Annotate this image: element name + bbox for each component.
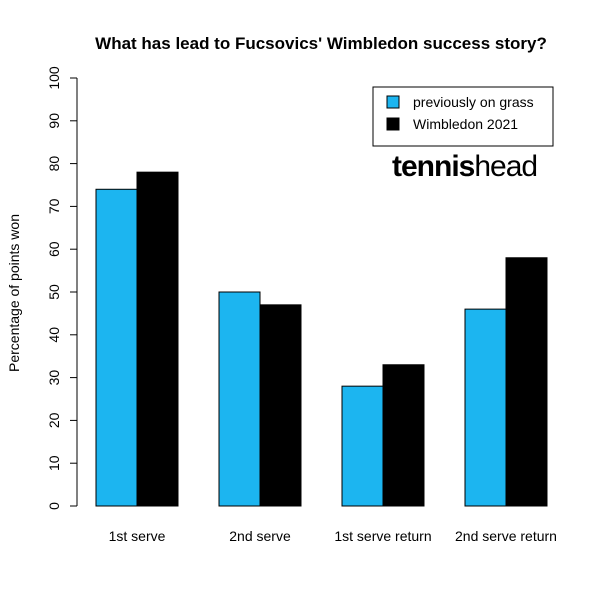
legend-swatch bbox=[386, 95, 400, 109]
bar-previously-on-grass-1 bbox=[218, 291, 261, 507]
category-label: 1st serve bbox=[109, 528, 166, 544]
y-tick-label: 0 bbox=[46, 502, 62, 510]
y-axis-label: Percentage of points won bbox=[6, 214, 22, 372]
legend-box bbox=[372, 86, 554, 147]
bars-group bbox=[95, 171, 548, 507]
bar-wimbledon-2021-0 bbox=[136, 171, 179, 507]
bar-wimbledon-2021-2 bbox=[382, 364, 425, 507]
bar-previously-on-grass-0 bbox=[95, 188, 138, 507]
legend-swatch bbox=[386, 117, 400, 131]
svg-text:tennishead: tennishead bbox=[392, 150, 537, 183]
category-label: 2nd serve bbox=[229, 528, 291, 544]
y-tick-label: 30 bbox=[46, 370, 62, 386]
y-tick-label: 90 bbox=[46, 113, 62, 129]
tennishead-logo: tennishead bbox=[392, 150, 538, 183]
bar-wimbledon-2021-1 bbox=[259, 304, 302, 507]
y-tick-label: 20 bbox=[46, 412, 62, 428]
bar-previously-on-grass-2 bbox=[341, 385, 384, 507]
category-label: 1st serve return bbox=[334, 528, 431, 544]
bar-previously-on-grass-3 bbox=[464, 308, 507, 507]
category-labels: 1st serve 2nd serve 1st serve return 2nd se… bbox=[109, 528, 557, 544]
legend-label: Wimbledon 2021 bbox=[413, 116, 518, 132]
y-tick-label: 40 bbox=[46, 327, 62, 343]
legend: previously on grass Wimbledon 2021 bbox=[372, 86, 554, 147]
y-tick-label: 10 bbox=[46, 455, 62, 471]
category-label: 2nd serve return bbox=[455, 528, 557, 544]
y-tick-label: 50 bbox=[46, 284, 62, 300]
legend-label: previously on grass bbox=[413, 94, 534, 110]
y-tick-label: 80 bbox=[46, 156, 62, 172]
bar-wimbledon-2021-3 bbox=[505, 257, 548, 507]
chart-title: What has lead to Fucsovics' Wimbledon su… bbox=[95, 34, 547, 53]
logo-text-bold: tennis bbox=[392, 150, 475, 183]
logo-text-light: head bbox=[474, 150, 537, 183]
y-tick-label: 70 bbox=[46, 198, 62, 214]
y-tick-label: 100 bbox=[46, 66, 62, 90]
y-tick-label: 60 bbox=[46, 241, 62, 257]
y-axis: 0 10 20 30 40 50 60 70 80 90 100 bbox=[46, 66, 78, 510]
